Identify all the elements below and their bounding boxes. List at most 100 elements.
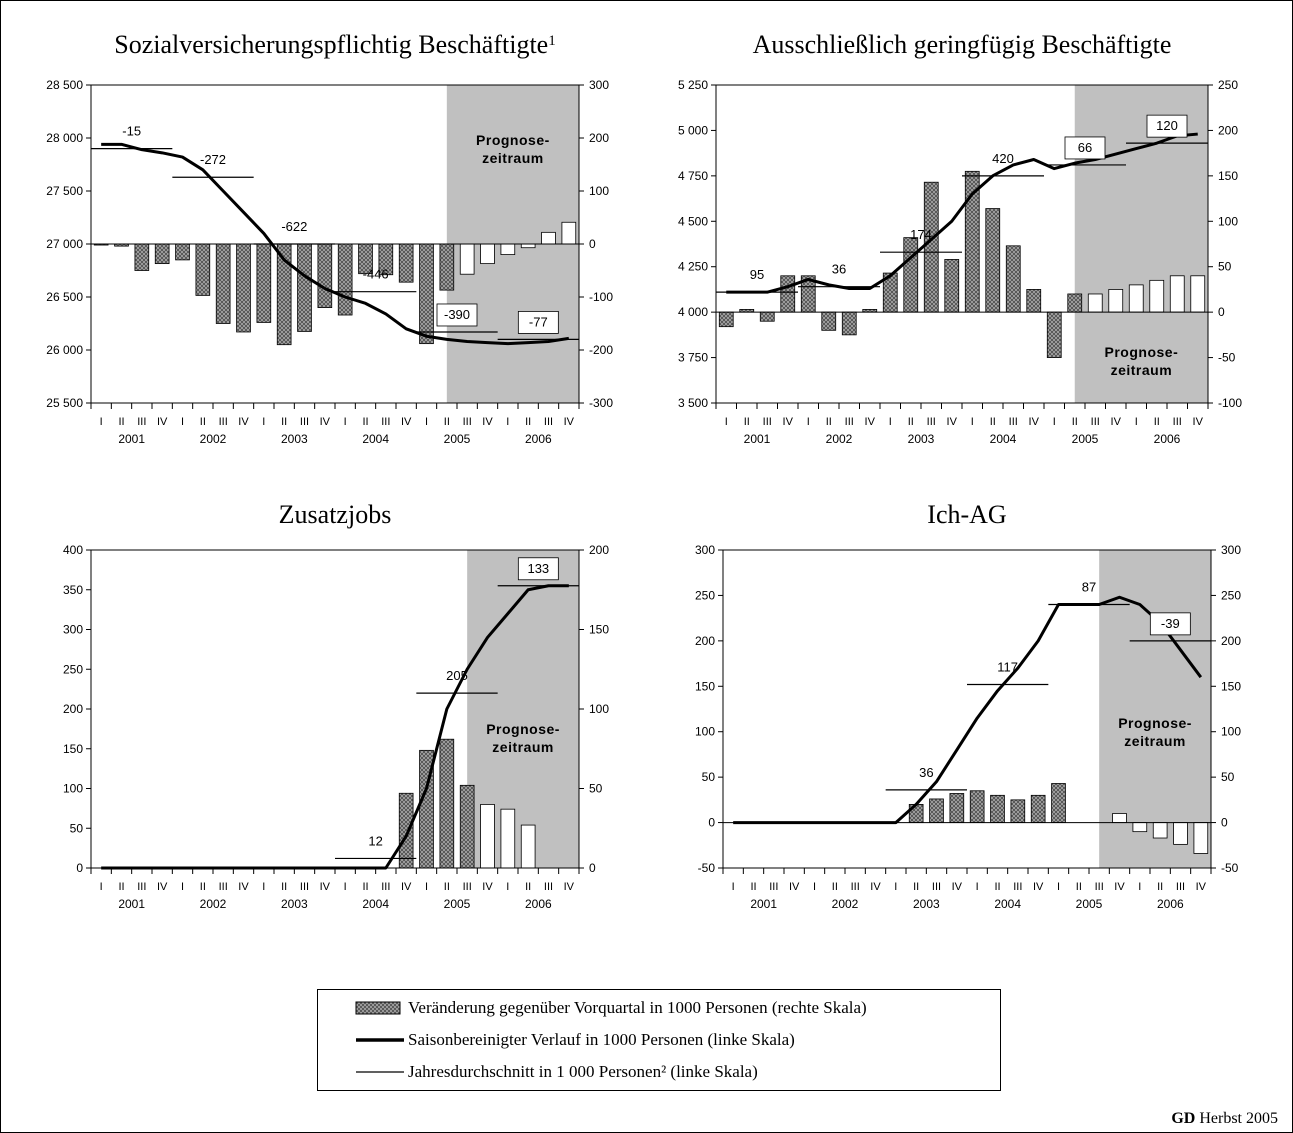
- quarter-label: IV: [320, 416, 331, 428]
- bar-q24: [1193, 822, 1209, 854]
- bar-q20: [1112, 813, 1127, 823]
- bar-q21: [1128, 284, 1144, 313]
- quarter-label: III: [544, 416, 553, 428]
- year-label: 2002: [200, 897, 227, 911]
- left-axis-tick-label: 0: [76, 861, 83, 875]
- quarter-label: III: [927, 416, 936, 428]
- quarter-label: II: [913, 881, 919, 893]
- left-axis-tick-label: 5 250: [678, 78, 708, 92]
- right-axis-tick-label: 0: [1218, 305, 1225, 319]
- bar-q19: [459, 784, 475, 869]
- quarter-label: II: [444, 416, 450, 428]
- bar-q16: [1030, 794, 1046, 823]
- legend-item-bars: Veränderung gegenüber Vorquartal in 1000…: [318, 996, 867, 1020]
- right-axis-tick-label: 300: [589, 78, 609, 92]
- right-axis-tick-label: -100: [1218, 396, 1242, 410]
- bar-q20: [1108, 289, 1124, 313]
- year-label: 2005: [1076, 897, 1103, 911]
- quarter-label: I: [181, 881, 184, 893]
- title-footnote-mark: 1: [548, 33, 556, 49]
- bar-q17: [1046, 311, 1062, 358]
- right-axis-tick-label: 0: [1221, 816, 1228, 830]
- annual-average-label: 420: [992, 151, 1014, 166]
- left-axis-tick-label: 27 000: [46, 237, 83, 251]
- quarter-label: I: [1135, 416, 1138, 428]
- quarter-label: IV: [564, 416, 575, 428]
- quarter-label: I: [262, 416, 265, 428]
- right-axis-tick-label: -200: [589, 343, 613, 357]
- bar-q8: [236, 243, 251, 333]
- bar-q7: [215, 243, 231, 324]
- left-axis-tick-label: 4 500: [678, 214, 708, 228]
- bar-q21: [500, 243, 516, 255]
- right-axis-tick-label: 0: [589, 237, 596, 251]
- forecast-label-line1: Prognose-: [486, 721, 560, 737]
- bar-q23: [1169, 275, 1185, 313]
- trend-line: [726, 132, 1198, 294]
- annual-label-box: [436, 303, 478, 327]
- quarter-label: II: [744, 416, 750, 428]
- quarter-label: III: [300, 881, 309, 893]
- quarter-label: III: [1173, 416, 1182, 428]
- year-label: 2006: [1157, 897, 1184, 911]
- left-axis-tick-label: 250: [63, 662, 83, 676]
- year-label: 2003: [281, 897, 308, 911]
- year-label: 2003: [908, 432, 935, 446]
- year-label: 2005: [1072, 432, 1099, 446]
- year-label: 2004: [362, 432, 389, 446]
- footer-text: Herbst 2005: [1195, 1110, 1278, 1127]
- quarter-label: II: [832, 881, 838, 893]
- forecast-label-line2: zeitraum: [1124, 733, 1186, 749]
- left-axis-tick-label: 50: [70, 821, 84, 835]
- bar-q22: [520, 243, 536, 249]
- right-axis-tick-label: 50: [1218, 260, 1232, 274]
- quarter-label: I: [889, 416, 892, 428]
- bar-q21: [1132, 822, 1148, 833]
- year-label: 2004: [994, 897, 1021, 911]
- right-axis-tick-label: 200: [589, 543, 609, 557]
- bar-q20: [480, 804, 495, 869]
- annual-average-label: -390: [444, 307, 470, 322]
- quarter-label: I: [262, 881, 265, 893]
- forecast-label-line1: Prognose-: [1118, 715, 1192, 731]
- quarter-label: II: [200, 416, 206, 428]
- bar-q18: [1067, 293, 1083, 313]
- annual-average-label: -446: [363, 267, 389, 282]
- right-axis-tick-label: 150: [1221, 679, 1241, 693]
- quarter-label: I: [1057, 881, 1060, 893]
- thick-line-symbol: [354, 1028, 404, 1052]
- bar-q12: [949, 793, 965, 823]
- quarter-label: IV: [783, 416, 794, 428]
- left-axis-tick-label: 4 750: [678, 169, 708, 183]
- quarter-label: I: [1138, 881, 1141, 893]
- chart-panel-2: Ausschließlich geringfügig Beschäftigte 9…: [678, 30, 1242, 446]
- bar-q22: [1149, 279, 1165, 313]
- quarter-label: I: [1053, 416, 1056, 428]
- bar-q12: [317, 243, 333, 308]
- left-axis-tick-label: 300: [695, 543, 715, 557]
- left-axis-tick-label: 3 500: [678, 396, 708, 410]
- annual-average-label: -39: [1161, 616, 1180, 631]
- annual-average-label: 174: [910, 227, 932, 242]
- year-label: 2004: [362, 897, 389, 911]
- quarter-label: III: [1095, 881, 1104, 893]
- left-axis-tick-label: 28 500: [46, 78, 83, 92]
- left-axis-tick-label: 4 000: [678, 305, 708, 319]
- left-axis-tick-label: 3 750: [678, 351, 708, 365]
- quarter-label: II: [1154, 416, 1160, 428]
- annual-label-box: [1146, 114, 1188, 138]
- bar-q24: [561, 221, 577, 245]
- quarter-label: II: [444, 881, 450, 893]
- quarter-label: IV: [789, 881, 800, 893]
- bar-q14: [990, 794, 1005, 823]
- annual-average-label: 66: [1078, 140, 1092, 155]
- left-axis-tick-label: 250: [695, 588, 715, 602]
- quarter-label: I: [725, 416, 728, 428]
- quarter-label: I: [344, 416, 347, 428]
- quarter-label: IV: [238, 416, 249, 428]
- right-axis-tick-label: 100: [589, 184, 609, 198]
- quarter-label: II: [990, 416, 996, 428]
- bar-q14: [985, 208, 1001, 313]
